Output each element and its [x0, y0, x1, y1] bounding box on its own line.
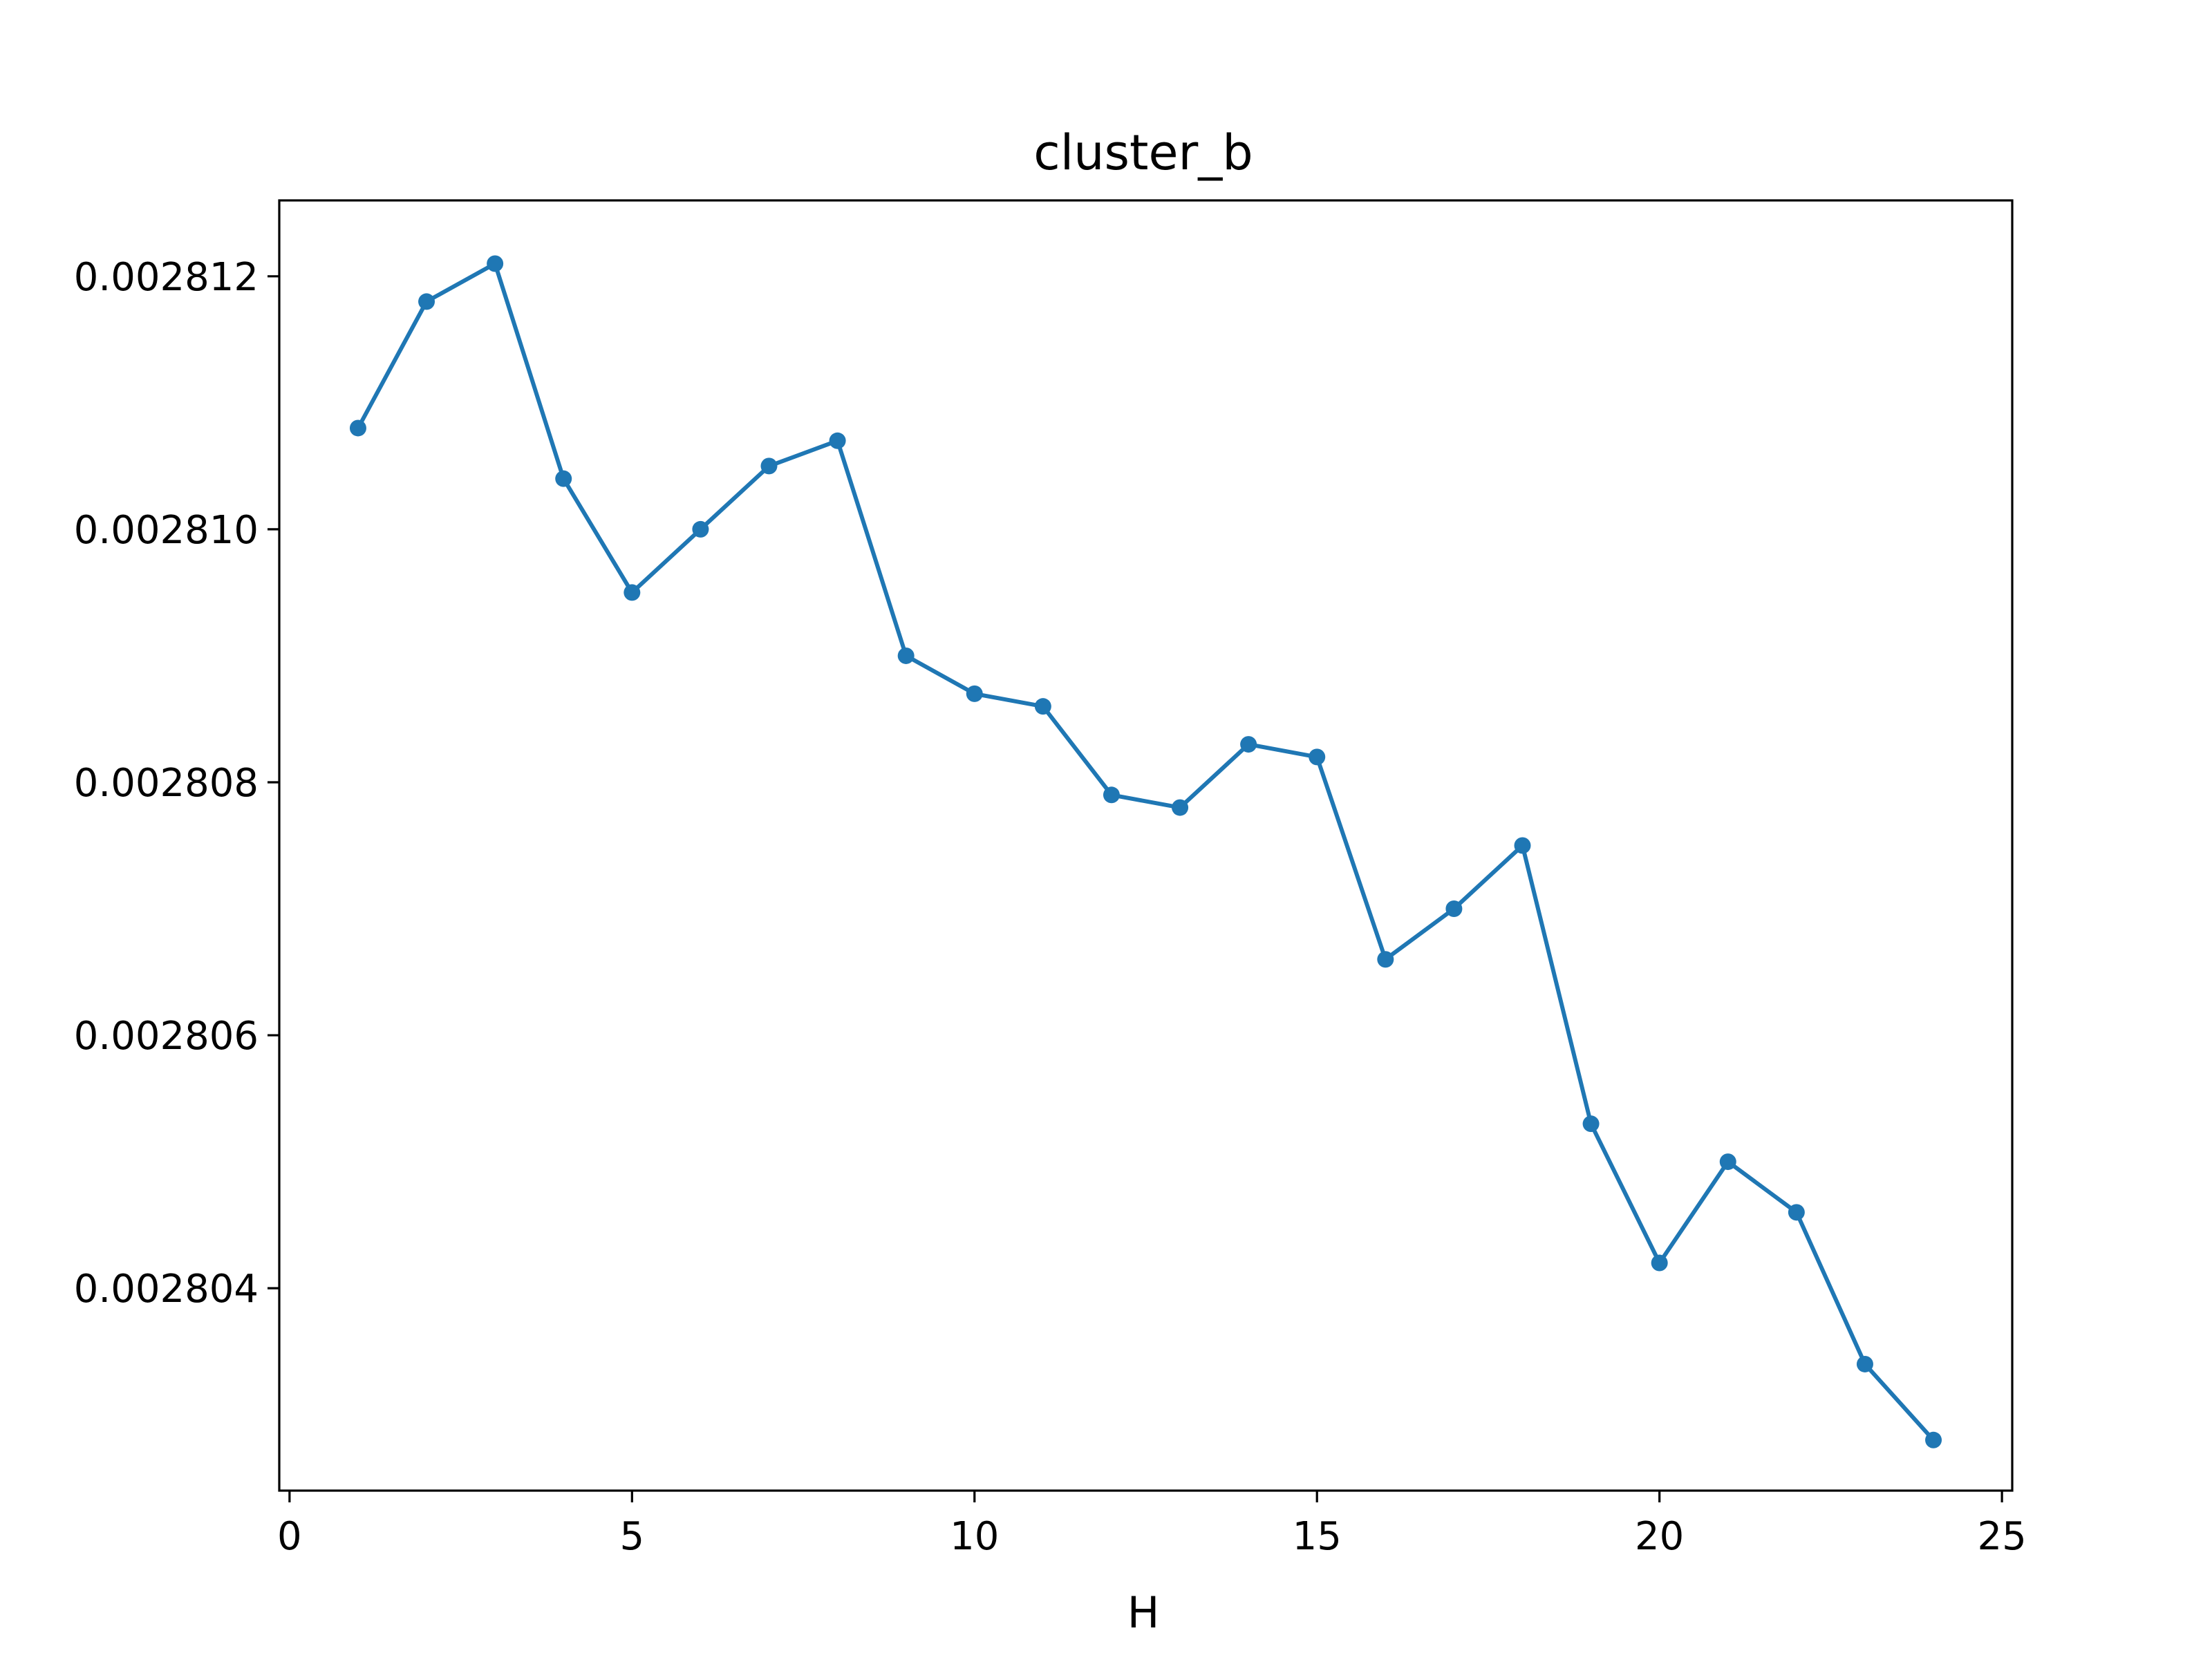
data-point — [829, 432, 846, 449]
data-point — [1445, 900, 1463, 918]
data-point — [349, 419, 366, 437]
data-point — [1719, 1153, 1736, 1171]
x-axis-label: H — [1127, 1587, 1160, 1638]
x-tick-label: 20 — [1635, 1514, 1684, 1559]
data-point — [1377, 951, 1394, 968]
y-tick-label: 0.002808 — [74, 761, 259, 806]
data-point — [1856, 1355, 1873, 1372]
data-point — [487, 255, 504, 272]
data-point — [1582, 1115, 1600, 1133]
chart-title: cluster_b — [1033, 124, 1253, 181]
y-tick-label: 0.002804 — [74, 1267, 259, 1312]
x-tick-label: 0 — [277, 1514, 302, 1559]
data-point — [624, 584, 641, 601]
data-point — [897, 647, 915, 664]
data-point — [1309, 748, 1326, 766]
series-line — [356, 261, 1936, 1442]
data-point — [966, 685, 983, 702]
data-point — [1240, 736, 1257, 753]
y-tick-label: 0.002810 — [74, 508, 259, 553]
data-point — [1514, 837, 1531, 854]
plot-layer: 0 5 10 15 20 25 0.002804 0.002806 0.002808 0.0028… — [74, 199, 2027, 1559]
y-tick-label: 0.002806 — [74, 1014, 259, 1059]
data-point — [1651, 1254, 1668, 1272]
data-point — [1034, 698, 1051, 715]
data-point — [1925, 1431, 1942, 1448]
data-point — [555, 470, 572, 487]
data-point — [692, 520, 709, 538]
x-tick-label: 10 — [950, 1514, 999, 1559]
data-point — [418, 293, 435, 310]
data-point — [1788, 1204, 1805, 1221]
plot-frame — [278, 199, 2014, 1492]
x-tick-label: 15 — [1293, 1514, 1342, 1559]
data-point — [760, 457, 778, 475]
y-tick-label: 0.002812 — [74, 255, 259, 300]
x-tick-label: 5 — [619, 1514, 644, 1559]
x-tick-label: 25 — [1978, 1514, 2027, 1559]
data-point — [1103, 786, 1120, 804]
data-point — [1172, 799, 1189, 816]
